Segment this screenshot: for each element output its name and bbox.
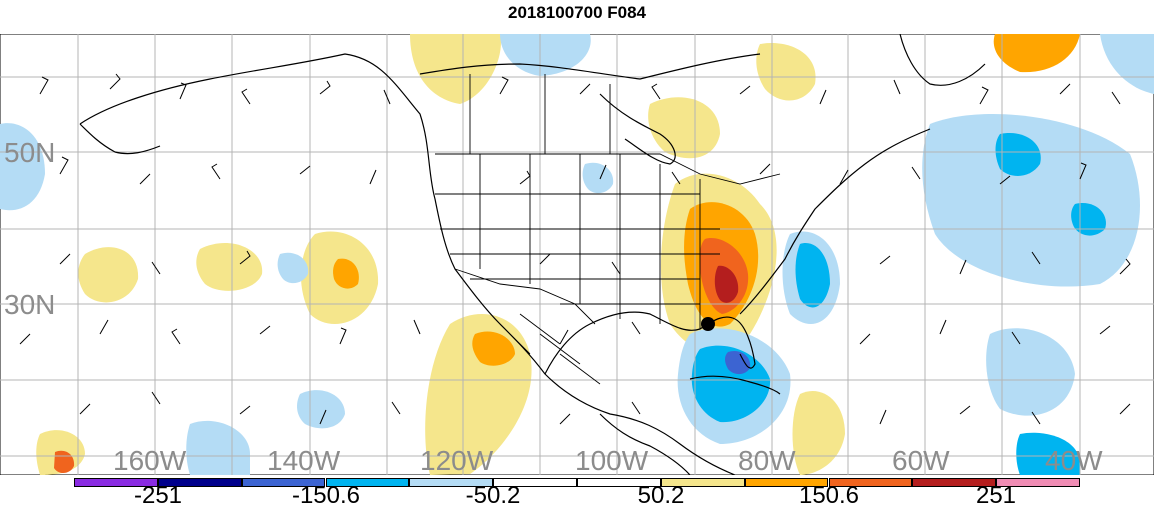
colorbar-segment — [828, 478, 913, 487]
colorbar-segment — [577, 478, 661, 487]
colorbar-segment — [912, 478, 997, 487]
cool-anomaly-central-us — [582, 162, 614, 194]
warm-anomaly-ne — [756, 43, 816, 101]
colorbar-label-150-6: 150.6 — [798, 482, 860, 509]
mexico-states — [499, 313, 601, 385]
warm-anomaly-east-us-peak — [714, 265, 739, 303]
warm-anomaly-pacific-2 — [78, 247, 139, 303]
colorbar-segment — [325, 478, 410, 487]
colorbar-segment — [74, 478, 158, 487]
colorbar-label-50-2: 50.2 — [637, 482, 685, 509]
warm-anomaly-canada — [648, 97, 720, 159]
location-marker — [701, 317, 715, 331]
cool-anomaly-west — [0, 123, 45, 211]
coastline-greenland — [899, 34, 986, 86]
cool-anomaly-n-atlantic — [922, 114, 1140, 287]
coastline-hudson — [599, 93, 676, 165]
cool-anomaly-gulf-core — [691, 345, 771, 423]
cool-anomaly-gulf-max — [725, 350, 751, 375]
colorbar-segment — [409, 478, 494, 487]
wind-barbs — [19, 73, 1131, 425]
chart-title: 2018100700 F084 — [507, 3, 647, 22]
coastline-alaska — [79, 123, 161, 155]
coastlines — [79, 34, 986, 475]
coastline-arctic — [419, 53, 761, 80]
coastline-north-america — [79, 53, 736, 475]
warm-anomaly-pacific-3 — [196, 243, 263, 291]
coastline-florida — [734, 318, 756, 369]
lon-label-80w: 80W — [738, 445, 796, 475]
warm-anomaly-greenland — [993, 34, 1080, 73]
cool-anomaly-greenland — [1100, 34, 1154, 94]
lon-label-140w: 140W — [267, 445, 341, 475]
cool-anomaly-pacific — [277, 252, 309, 284]
weather-map: 50N 30N 160W 140W 120W 100W 80W 60W 40W — [0, 34, 1154, 475]
lon-label-40w: 40W — [1045, 445, 1103, 475]
colorbar-segment — [493, 478, 577, 487]
cool-anomaly-pacific-2 — [297, 390, 345, 429]
colorbar-segment — [744, 478, 829, 487]
cool-anomaly-se-atlantic — [986, 328, 1075, 416]
warm-anomaly-mexico-core — [472, 331, 515, 366]
cool-anomaly-far-se — [1016, 432, 1080, 475]
colorbar-segment — [660, 478, 745, 487]
cool-anomaly-north — [500, 34, 591, 76]
colorbar-label-neg-150-6: -150.6 — [291, 482, 361, 509]
lon-label-100w: 100W — [575, 445, 649, 475]
colorbar — [74, 478, 1080, 487]
canada-provinces — [469, 74, 611, 154]
political-boundaries — [435, 74, 781, 385]
cool-anomaly-pacific-3 — [186, 420, 250, 475]
warm-anomaly-pacific-core — [333, 258, 359, 289]
colorbar-segment — [996, 478, 1080, 487]
lat-lon-grid — [0, 34, 1154, 475]
coastline-cuba — [689, 375, 781, 395]
lat-label-50n: 50N — [4, 137, 55, 168]
us-canada-border — [435, 153, 781, 185]
state-lines — [435, 154, 720, 329]
colorbar-label-neg-50-2: -50.2 — [465, 482, 521, 509]
lon-label-160w: 160W — [113, 445, 187, 475]
colorbar-segment — [157, 478, 242, 487]
coastline-central-america — [599, 413, 691, 475]
lon-label-60w: 60W — [892, 445, 950, 475]
lat-label-30n: 30N — [4, 289, 55, 320]
cool-anomaly-n-atlantic-core — [995, 133, 1041, 176]
cool-anomaly-atlantic-core — [795, 243, 830, 308]
warm-anomaly-atlantic — [792, 390, 845, 475]
coastline-east-us — [739, 128, 931, 315]
colorbar-segment — [241, 478, 326, 487]
lon-label-120w: 120W — [420, 445, 494, 475]
colorbar-label-neg-251: -251 — [133, 482, 183, 509]
colorbar-label-251: 251 — [975, 482, 1017, 509]
anomaly-shading — [0, 34, 1154, 475]
